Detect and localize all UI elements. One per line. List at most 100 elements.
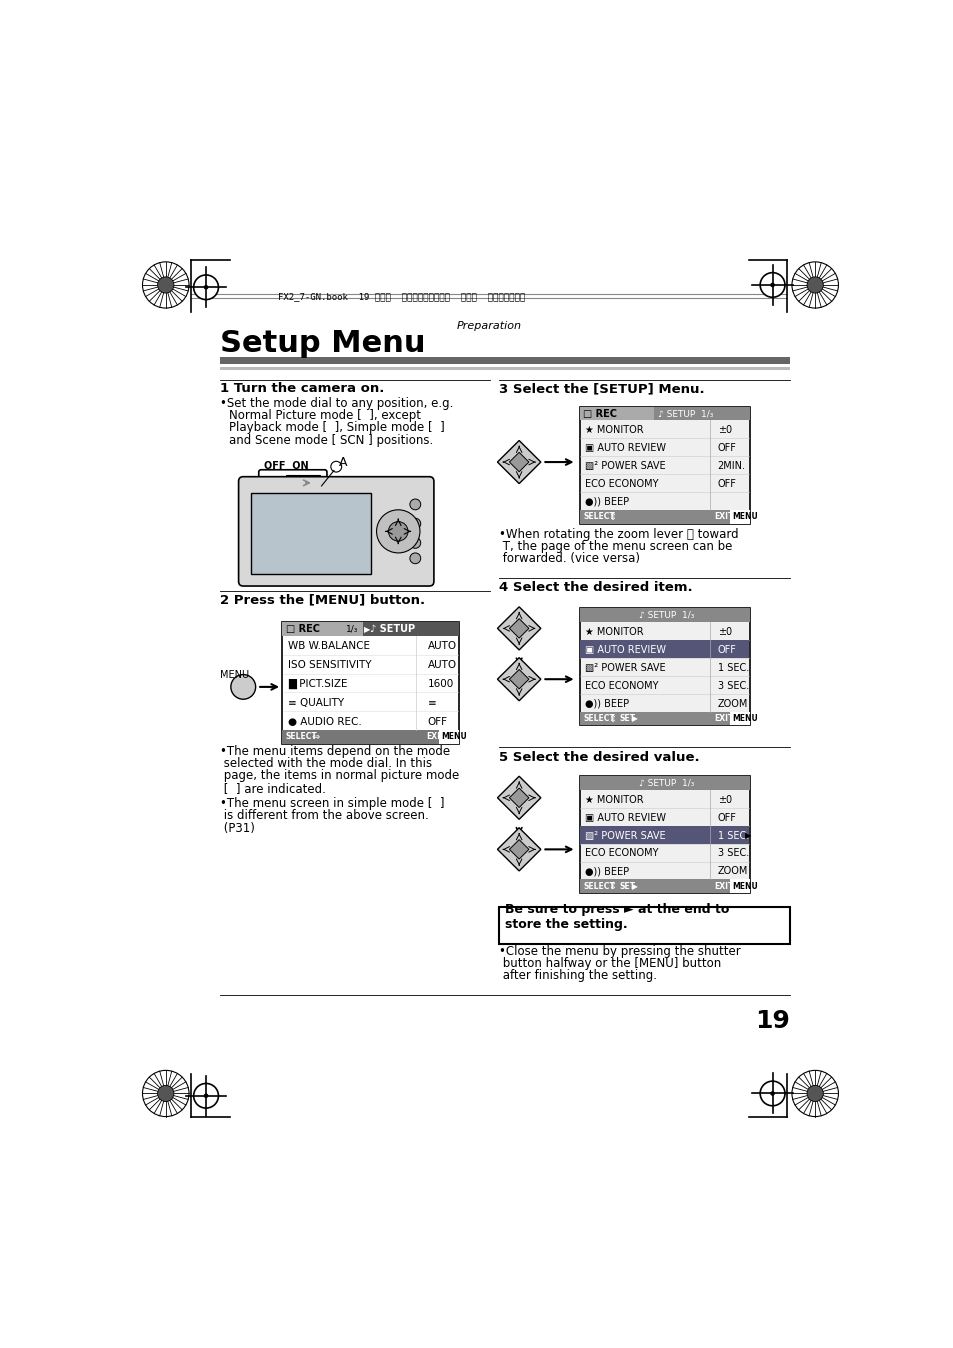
Text: □ REC: □ REC: [286, 624, 319, 634]
Text: EXIT: EXIT: [714, 714, 733, 723]
Circle shape: [410, 553, 420, 563]
Text: 2 Press the [MENU] button.: 2 Press the [MENU] button.: [220, 593, 425, 607]
Text: ▧² POWER SAVE: ▧² POWER SAVE: [584, 663, 665, 673]
Text: MENU: MENU: [732, 714, 758, 723]
Bar: [729, 879, 749, 894]
Circle shape: [410, 499, 420, 510]
Text: OFF  ON: OFF ON: [264, 461, 309, 470]
Text: ±0: ±0: [717, 795, 731, 805]
Circle shape: [204, 1093, 208, 1099]
Text: 5 Select the desired value.: 5 Select the desired value.: [498, 751, 699, 764]
Circle shape: [410, 518, 420, 528]
Bar: [282, 623, 362, 636]
Text: Setup Menu: Setup Menu: [220, 329, 425, 359]
Text: ECO ECONOMY: ECO ECONOMY: [584, 479, 658, 489]
Bar: [251, 493, 371, 574]
Text: SELECT: SELECT: [583, 512, 615, 522]
Text: ★ MONITOR: ★ MONITOR: [584, 627, 643, 638]
Text: SELECT: SELECT: [583, 714, 615, 723]
Text: MENU: MENU: [440, 732, 466, 741]
Text: ●)) BEEP: ●)) BEEP: [584, 867, 628, 876]
Bar: [729, 510, 749, 523]
Circle shape: [204, 284, 208, 290]
Text: ECO ECONOMY: ECO ECONOMY: [584, 681, 658, 690]
Text: A: A: [338, 456, 347, 469]
Bar: [301, 476, 316, 491]
Text: ≡: ≡: [427, 698, 436, 708]
Bar: [220, 367, 789, 369]
Text: 1600: 1600: [427, 679, 454, 689]
Text: Preparation: Preparation: [456, 321, 521, 330]
Text: 1/₃: 1/₃: [345, 624, 357, 634]
Bar: [579, 407, 654, 421]
Bar: [438, 731, 458, 744]
Circle shape: [806, 1085, 822, 1101]
Text: ▶: ▶: [744, 832, 751, 840]
Text: OFF: OFF: [717, 479, 736, 489]
Text: 3 SEC.: 3 SEC.: [717, 848, 748, 859]
Text: AUTO: AUTO: [427, 661, 456, 670]
Text: Playback mode [  ], Simple mode [  ]: Playback mode [ ], Simple mode [ ]: [229, 422, 445, 434]
Circle shape: [388, 522, 408, 541]
FancyBboxPatch shape: [258, 469, 327, 497]
Circle shape: [769, 1091, 774, 1096]
Text: (P31): (P31): [220, 822, 254, 834]
Polygon shape: [497, 607, 540, 650]
Bar: [579, 510, 749, 523]
Bar: [579, 776, 749, 790]
Circle shape: [157, 276, 173, 293]
Text: EXIT: EXIT: [714, 512, 733, 522]
Bar: [282, 623, 458, 744]
Circle shape: [193, 275, 218, 299]
Text: ▶: ▶: [364, 624, 371, 634]
Bar: [579, 608, 749, 623]
Text: ISO SENSITIVITY: ISO SENSITIVITY: [288, 661, 372, 670]
Polygon shape: [509, 619, 528, 638]
Text: Be sure to press ► at the end to: Be sure to press ► at the end to: [505, 903, 729, 915]
Bar: [362, 623, 458, 636]
Circle shape: [410, 538, 420, 549]
Polygon shape: [509, 453, 528, 472]
Text: ▣ AUTO REVIEW: ▣ AUTO REVIEW: [584, 644, 665, 655]
Text: ⇕: ⇕: [608, 882, 616, 891]
Text: ♪ SETUP  1/₃: ♪ SETUP 1/₃: [639, 779, 694, 787]
Polygon shape: [497, 658, 540, 701]
Text: SET: SET: [619, 882, 636, 891]
Text: □ REC: □ REC: [583, 408, 617, 418]
Text: 1 SEC.: 1 SEC.: [717, 830, 748, 841]
Text: SET: SET: [619, 714, 636, 723]
Bar: [286, 474, 319, 492]
Text: button halfway or the [MENU] button: button halfway or the [MENU] button: [498, 957, 720, 971]
Text: SELECT: SELECT: [286, 732, 317, 741]
Text: ♪ SETUP  1/₃: ♪ SETUP 1/₃: [639, 611, 694, 620]
Text: EXIT: EXIT: [426, 732, 445, 741]
Text: ★ MONITOR: ★ MONITOR: [584, 795, 643, 805]
Text: EXIT: EXIT: [714, 882, 733, 891]
Text: FX2_7-GN.book  19 ページ  ２００４年８月２日  月曜日  午後３時４０分: FX2_7-GN.book 19 ページ ２００４年８月２日 月曜日 午後３時４…: [278, 293, 525, 301]
Text: ZOOM: ZOOM: [717, 698, 747, 709]
Text: OFF: OFF: [717, 443, 736, 453]
Text: AUTO: AUTO: [427, 642, 456, 651]
Text: page, the items in normal picture mode: page, the items in normal picture mode: [220, 770, 458, 782]
Text: store the setting.: store the setting.: [505, 918, 627, 931]
Bar: [498, 907, 789, 944]
Text: is different from the above screen.: is different from the above screen.: [220, 809, 428, 822]
Bar: [729, 712, 749, 725]
Polygon shape: [509, 789, 528, 807]
Text: OFF: OFF: [717, 813, 736, 822]
Text: WB W.BALANCE: WB W.BALANCE: [288, 642, 370, 651]
Text: [  ] are indicated.: [ ] are indicated.: [220, 782, 326, 794]
Bar: [579, 879, 749, 894]
Polygon shape: [497, 828, 540, 871]
Text: ≡ QUALITY: ≡ QUALITY: [288, 698, 344, 708]
Text: •When rotating the zoom lever ⒩ toward: •When rotating the zoom lever ⒩ toward: [498, 527, 738, 541]
Text: •The menu items depend on the mode: •The menu items depend on the mode: [220, 744, 450, 758]
Text: •The menu screen in simple mode [  ]: •The menu screen in simple mode [ ]: [220, 797, 444, 810]
Text: •Close the menu by pressing the shutter: •Close the menu by pressing the shutter: [498, 945, 740, 958]
FancyBboxPatch shape: [238, 477, 434, 586]
Text: MENU: MENU: [220, 670, 249, 681]
Text: ▣ AUTO REVIEW: ▣ AUTO REVIEW: [584, 813, 665, 822]
Text: after finishing the setting.: after finishing the setting.: [498, 969, 657, 983]
Text: OFF: OFF: [427, 717, 447, 727]
Text: T, the page of the menu screen can be: T, the page of the menu screen can be: [498, 539, 732, 553]
